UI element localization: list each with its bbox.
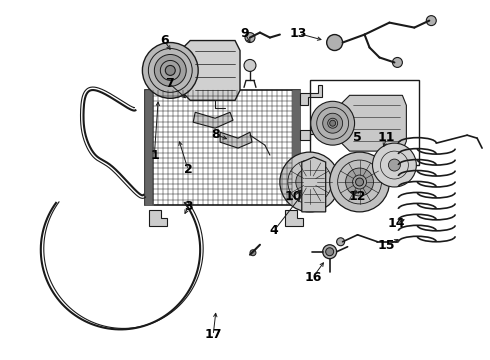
Circle shape [245,32,255,42]
Circle shape [337,238,344,246]
Circle shape [323,113,343,133]
Polygon shape [300,122,325,140]
Circle shape [389,159,400,171]
Polygon shape [285,210,303,226]
Polygon shape [300,85,322,105]
Circle shape [296,168,324,196]
Circle shape [330,152,390,212]
Circle shape [356,178,364,186]
Circle shape [323,245,337,259]
Text: 9: 9 [241,27,249,40]
Text: 14: 14 [388,217,405,230]
Circle shape [280,152,340,212]
Circle shape [327,35,343,50]
Text: 13: 13 [290,27,307,40]
Text: 17: 17 [204,328,222,341]
Polygon shape [220,132,252,148]
Text: 7: 7 [165,77,174,90]
Circle shape [426,15,436,26]
Text: 3: 3 [185,201,193,213]
Text: 10: 10 [285,190,302,203]
Polygon shape [340,95,406,151]
Text: 16: 16 [305,271,322,284]
Text: 5: 5 [353,131,362,144]
Text: 4: 4 [270,224,279,238]
Bar [146,90,300,205]
Bar [310,80,419,165]
Circle shape [372,143,416,187]
Circle shape [165,66,175,75]
Text: 1: 1 [150,149,159,162]
Circle shape [244,59,256,71]
Text: 11: 11 [378,131,395,144]
Circle shape [250,250,256,256]
Circle shape [154,54,186,86]
Text: 12: 12 [348,190,366,203]
Text: 6: 6 [160,34,169,48]
Circle shape [330,120,336,126]
Circle shape [326,248,334,256]
Text: 2: 2 [185,163,193,176]
Circle shape [345,168,373,196]
Polygon shape [302,157,326,212]
Bar [292,90,300,205]
Text: 8: 8 [211,127,220,141]
Polygon shape [149,210,167,226]
Circle shape [306,178,314,186]
Text: 15: 15 [378,239,395,252]
Circle shape [143,42,198,98]
Circle shape [392,58,402,67]
Bar [146,90,153,205]
Polygon shape [180,41,240,100]
Polygon shape [193,112,233,128]
Circle shape [311,101,355,145]
